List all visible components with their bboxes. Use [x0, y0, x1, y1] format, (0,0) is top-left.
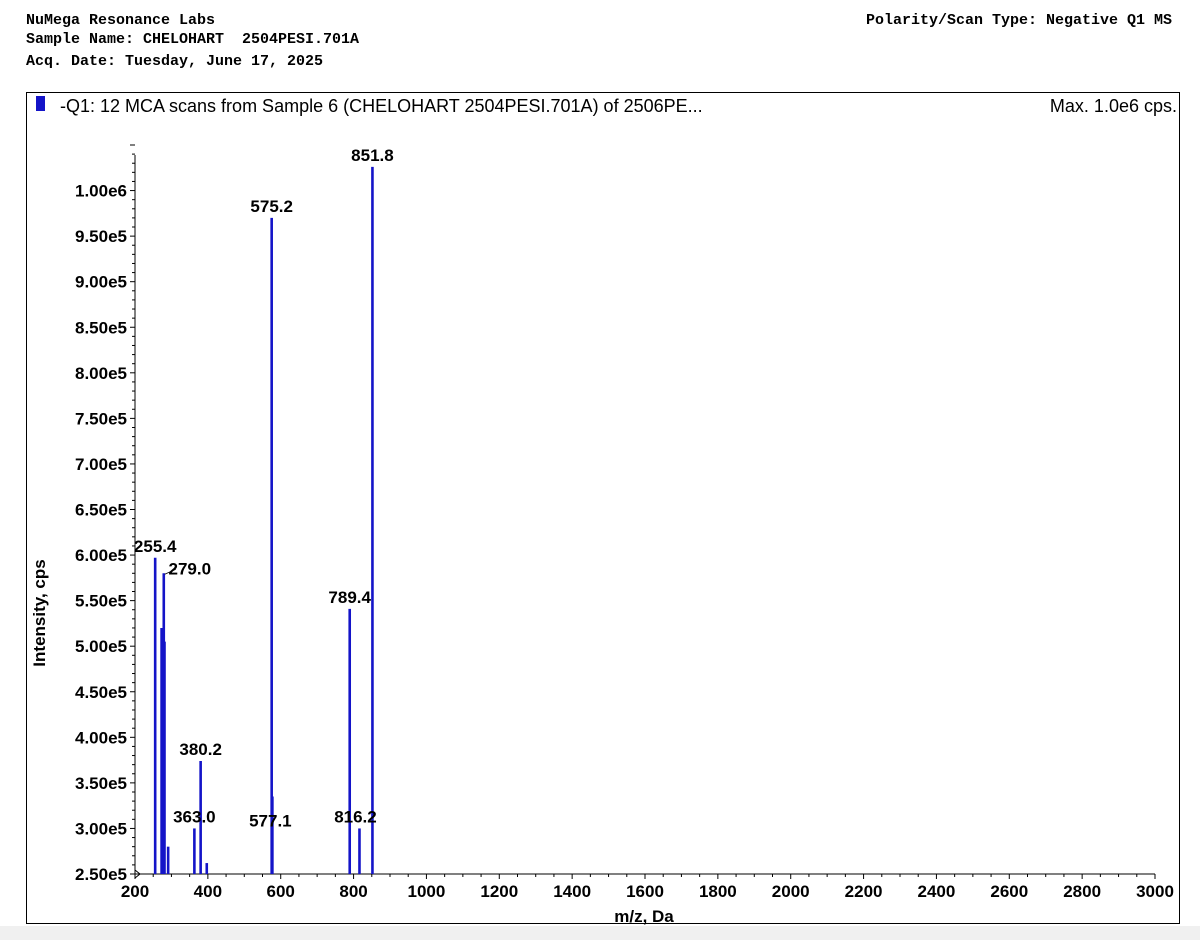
- y-tick-label: 6.00e5: [75, 546, 127, 565]
- peak-label: 577.1: [249, 811, 292, 830]
- x-tick-label: 2800: [1063, 882, 1101, 901]
- y-tick-label: 5.50e5: [75, 592, 127, 611]
- max-intensity-label: Max. 1.0e6 cps.: [1050, 96, 1177, 116]
- chart-title: -Q1: 12 MCA scans from Sample 6 (CHELOHA…: [60, 96, 703, 116]
- peak-label: 255.4: [134, 537, 177, 556]
- y-tick-label: 1.00e6: [75, 182, 127, 201]
- y-tick-label: 3.00e5: [75, 819, 127, 838]
- x-tick-label: 800: [339, 882, 367, 901]
- y-tick-label: 3.50e5: [75, 774, 127, 793]
- y-tick-label: 7.50e5: [75, 409, 127, 428]
- x-tick-label: 1600: [626, 882, 664, 901]
- polarity-scan-type: Polarity/Scan Type: Negative Q1 MS: [865, 12, 1172, 29]
- peaks: 255.4 279.0 363.0 380.2 575.2 577.1 789.4 816.2…: [134, 146, 394, 874]
- x-tick-label: 1800: [699, 882, 737, 901]
- y-tick-label: 4.00e5: [75, 728, 127, 747]
- peak-label: 816.2: [334, 807, 377, 826]
- x-tick-label: 600: [267, 882, 295, 901]
- y-tick-label: 4.50e5: [75, 683, 127, 702]
- x-tick-label: 2200: [845, 882, 883, 901]
- origin-marker: [134, 869, 141, 879]
- x-tick-label: 2000: [772, 882, 810, 901]
- peak-label: 380.2: [179, 740, 222, 759]
- y-tick-label: 9.50e5: [75, 227, 127, 246]
- x-tick-label: 1400: [553, 882, 591, 901]
- peak-label-leader: [164, 568, 176, 575]
- y-tick-label: 6.50e5: [75, 501, 127, 520]
- axes: 2.50e5 3.00e5 3.50e5 4.00e5 4.50e5 5.00e5 5.50…: [75, 144, 1174, 901]
- spectrum-panel: -Q1: 12 MCA scans from Sample 6 (CHELOHA…: [26, 92, 1180, 925]
- y-tick-label: 9.00e5: [75, 273, 127, 292]
- spectrum-chart: -Q1: 12 MCA scans from Sample 6 (CHELOHA…: [30, 96, 1177, 925]
- peak-label: 363.0: [173, 807, 216, 826]
- y-tick-label: 8.00e5: [75, 364, 127, 383]
- peak-label: 279.0: [169, 559, 212, 578]
- x-tick-label: 2400: [918, 882, 956, 901]
- x-tick-label: 400: [194, 882, 222, 901]
- y-tick-label: 7.00e5: [75, 455, 127, 474]
- x-tick-label: 1200: [480, 882, 518, 901]
- series-color-marker: [36, 96, 45, 111]
- x-tick-label: 2600: [990, 882, 1028, 901]
- acquisition-date: Acq. Date: Tuesday, June 17, 2025: [26, 53, 324, 70]
- y-tick-label: 2.50e5: [75, 865, 127, 884]
- peak-label: 851.8: [351, 146, 394, 165]
- peak-label: 575.2: [250, 197, 293, 216]
- footer-bar: [0, 926, 1200, 940]
- x-tick-label: 200: [121, 882, 149, 901]
- x-axis-label: m/z, Da: [614, 907, 674, 925]
- peak-label: 789.4: [328, 588, 371, 607]
- y-axis-label: Intensity, cps: [30, 559, 49, 666]
- x-tick-label: 1000: [408, 882, 446, 901]
- y-tick-label: 8.50e5: [75, 318, 127, 337]
- lab-name: NuMega Resonance Labs: [26, 12, 216, 29]
- y-tick-label: 5.00e5: [75, 637, 127, 656]
- x-tick-label: 3000: [1136, 882, 1174, 901]
- sample-name: Sample Name: CHELOHART 2504PESI.701A: [26, 31, 360, 48]
